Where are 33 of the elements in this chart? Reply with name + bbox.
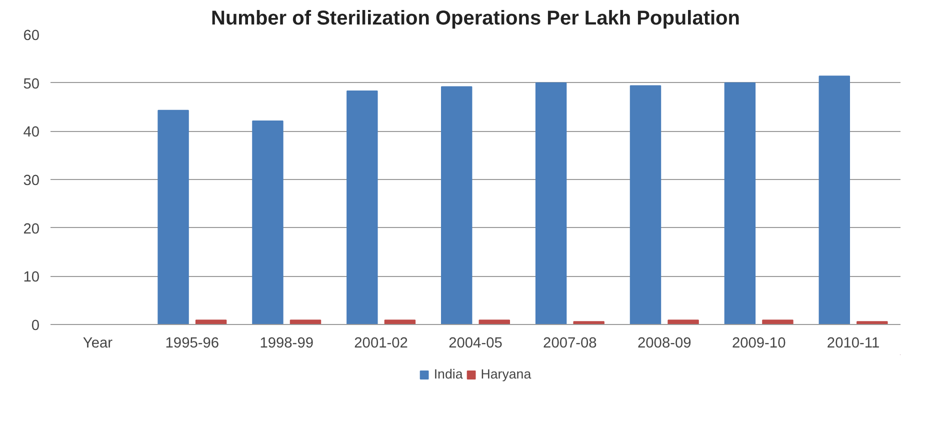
- bar: [290, 320, 322, 324]
- x-tick-label: 2009-10: [732, 336, 786, 352]
- y-tick-label: 0: [31, 318, 40, 334]
- x-tick-label: 2008-09: [637, 336, 692, 352]
- bar: [630, 85, 662, 324]
- x-tick-label: Year: [82, 336, 113, 352]
- legend-label: India: [434, 366, 463, 382]
- y-tick-label: 40: [23, 124, 40, 141]
- chart-title: Number of Sterilization Operations Per Lakh Population: [211, 8, 740, 30]
- x-tick-label: 1998-99: [260, 336, 314, 352]
- y-tick-label: 60: [23, 28, 40, 44]
- bar: [762, 320, 794, 324]
- bar: [252, 120, 284, 324]
- x-tick-label: 2010-11: [826, 336, 880, 352]
- bar: [441, 86, 472, 324]
- bar: [818, 76, 850, 324]
- bar: [724, 82, 756, 324]
- bar: [158, 110, 189, 324]
- bar: [384, 320, 416, 324]
- y-tick-label: 50: [23, 76, 40, 92]
- bar: [195, 320, 227, 324]
- y-tick-label: 20: [23, 221, 40, 238]
- bar: [668, 320, 699, 324]
- bar: [478, 320, 510, 324]
- legend-label: Haryana: [480, 366, 532, 382]
- y-tick-label: 10: [23, 270, 40, 286]
- x-tick-label: 1995-96: [165, 336, 220, 352]
- bar: [346, 90, 378, 324]
- x-tick-label: 2001-02: [354, 336, 408, 352]
- x-tick-label: 2007-08: [543, 336, 597, 352]
- bar: [535, 82, 567, 324]
- y-tick-label: 30: [23, 173, 40, 189]
- x-tick-label: 2004-05: [448, 336, 502, 352]
